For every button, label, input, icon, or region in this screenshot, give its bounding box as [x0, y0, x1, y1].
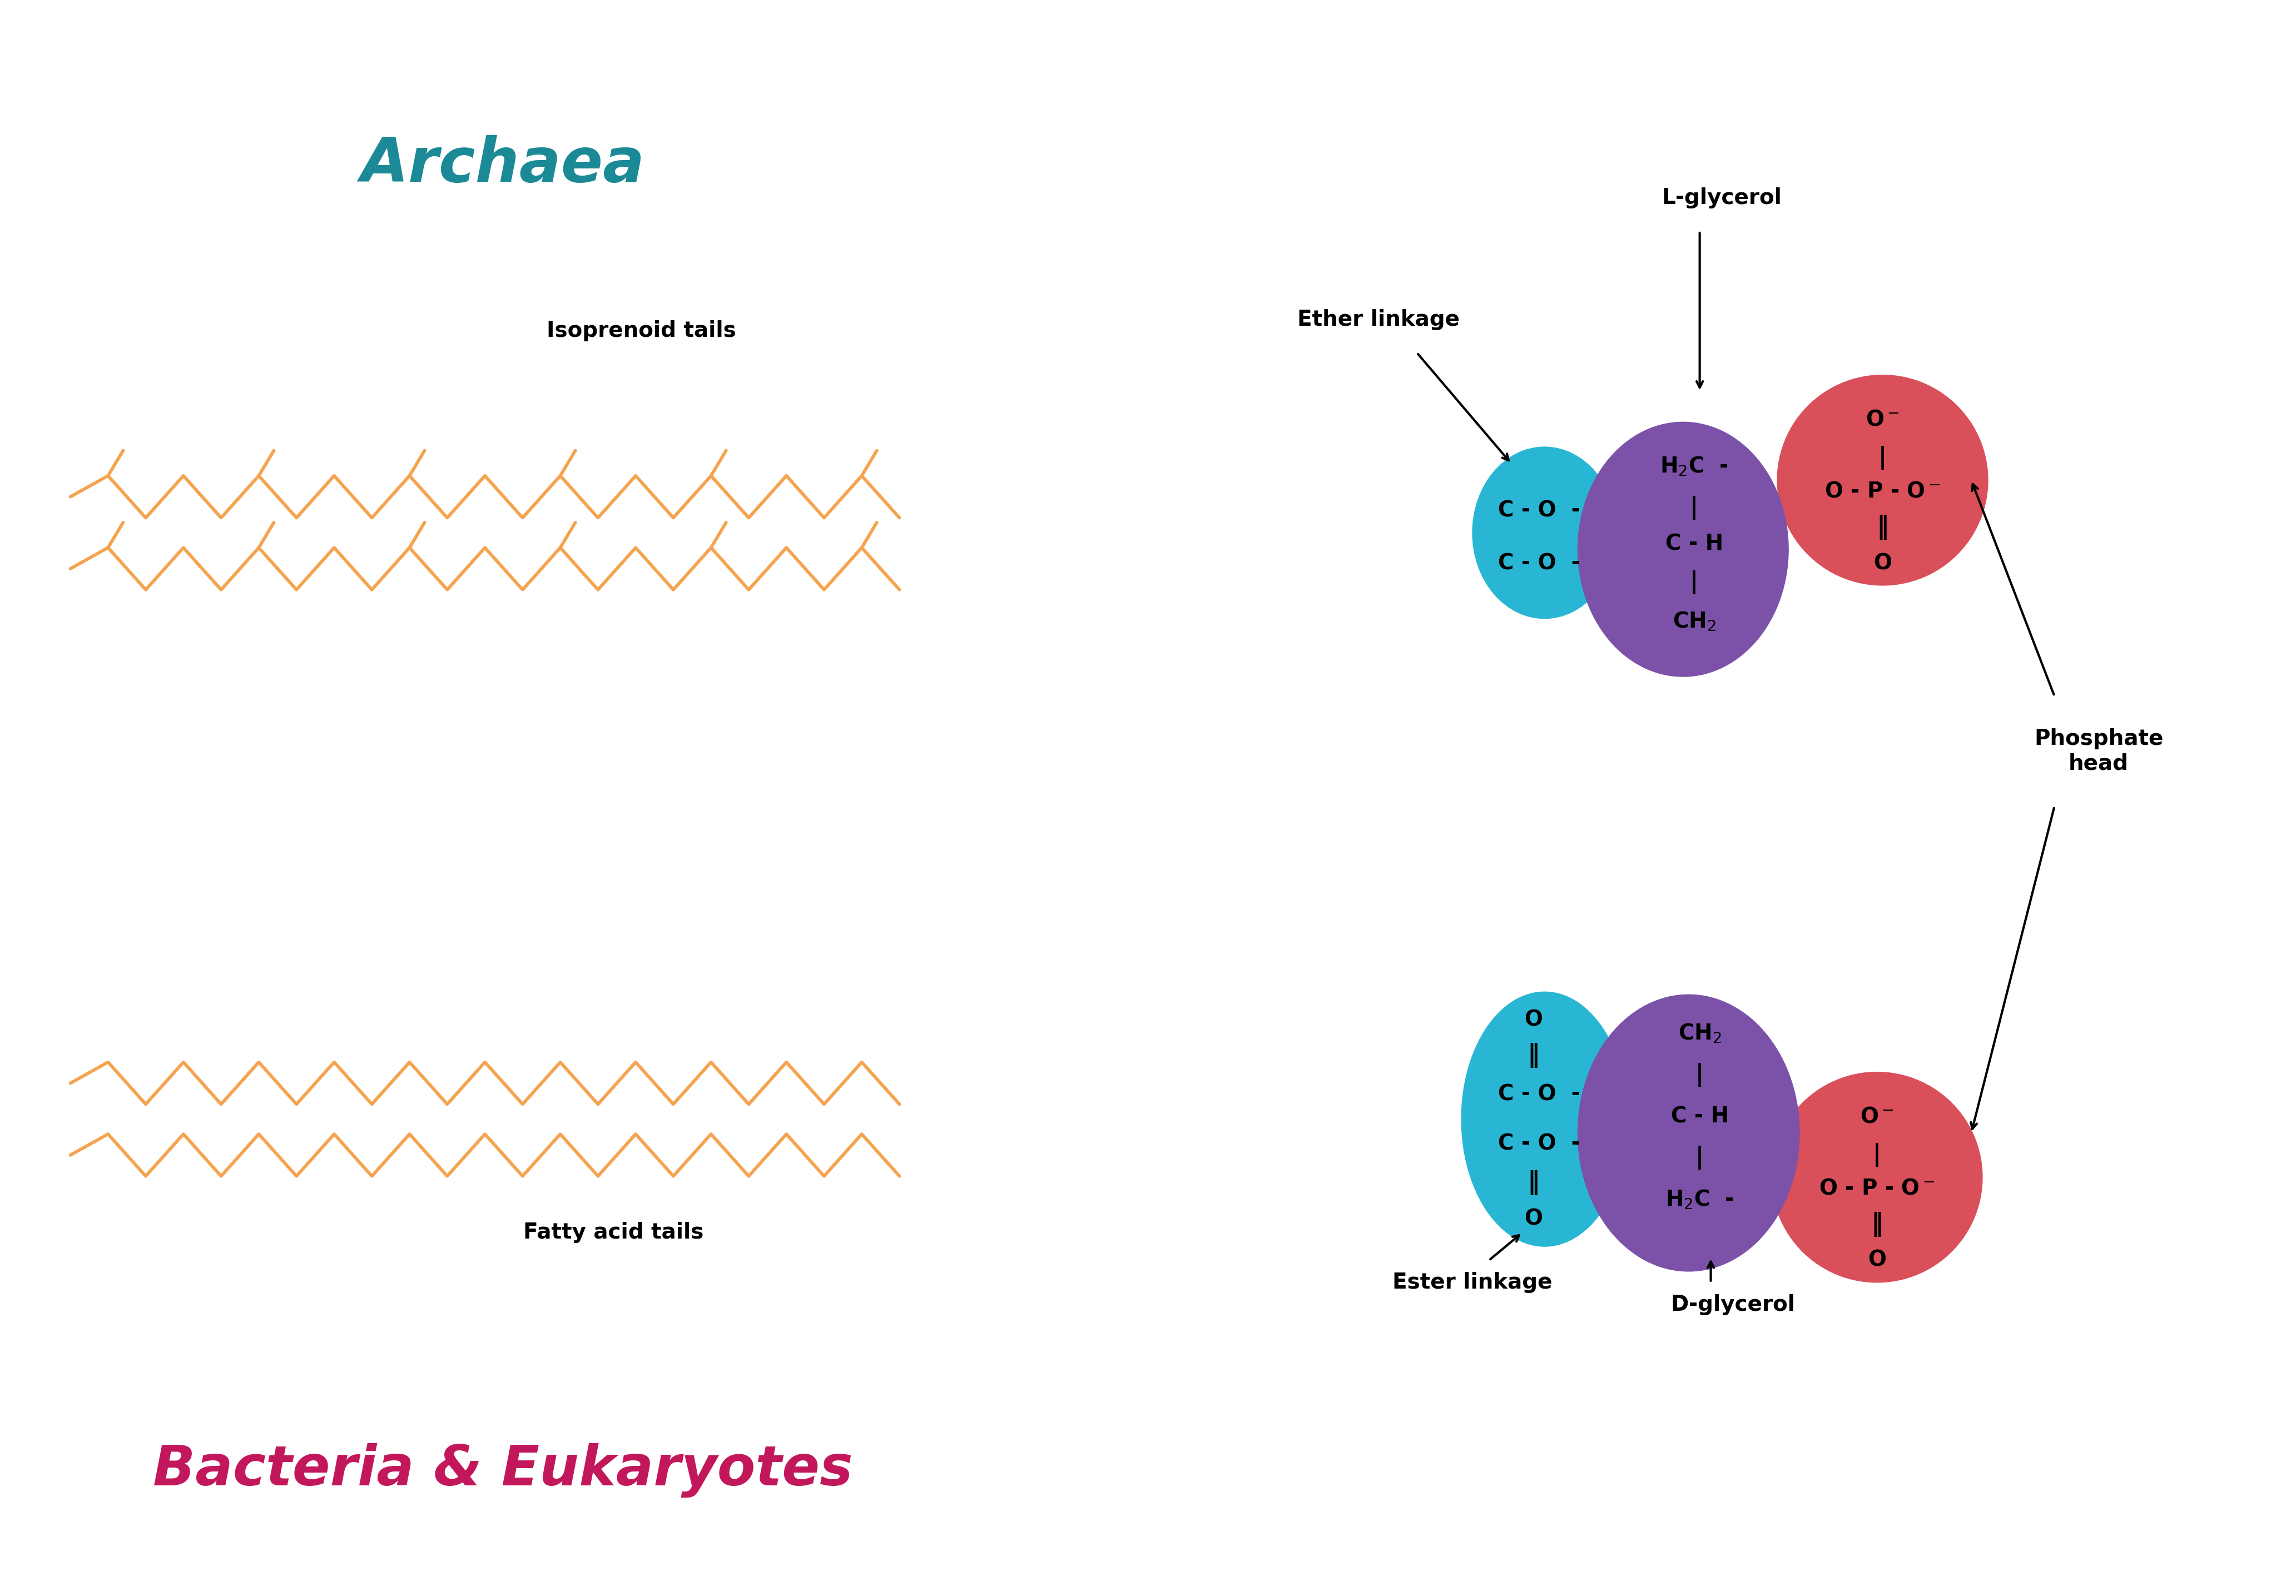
Text: O: O: [1869, 1250, 1887, 1270]
Text: H$_2$C  -: H$_2$C -: [1665, 1187, 1733, 1210]
Text: D-glycerol: D-glycerol: [1671, 1294, 1795, 1315]
Text: C - O  -: C - O -: [1497, 1084, 1580, 1104]
Text: C - H: C - H: [1671, 1106, 1729, 1127]
Text: CH$_2$: CH$_2$: [1671, 610, 1715, 632]
Text: CH$_2$: CH$_2$: [1678, 1021, 1722, 1045]
Text: C - O  -: C - O -: [1497, 500, 1580, 522]
Text: L-glycerol: L-glycerol: [1662, 187, 1782, 209]
Text: Ether linkage: Ether linkage: [1297, 310, 1460, 330]
Text: Phosphate
head: Phosphate head: [2034, 728, 2163, 774]
Text: |: |: [1694, 1063, 1704, 1087]
Text: Archaea: Archaea: [360, 136, 645, 195]
Ellipse shape: [1460, 991, 1628, 1246]
Ellipse shape: [1777, 375, 1988, 586]
Text: O: O: [1525, 1208, 1543, 1229]
Text: C - O  -: C - O -: [1497, 1133, 1580, 1154]
Text: Bacteria & Eukaryotes: Bacteria & Eukaryotes: [154, 1443, 852, 1497]
Ellipse shape: [1577, 994, 1800, 1272]
Text: O$^-$: O$^-$: [1867, 409, 1899, 429]
Text: O - P - O$^-$: O - P - O$^-$: [1825, 480, 1940, 501]
Ellipse shape: [1773, 1073, 1981, 1282]
Text: ‖: ‖: [1527, 1044, 1541, 1068]
Text: H$_2$C  -: H$_2$C -: [1660, 455, 1729, 477]
Text: ‖: ‖: [1876, 514, 1890, 539]
Text: C - H: C - H: [1665, 533, 1722, 554]
Text: O: O: [1874, 552, 1892, 573]
Text: |: |: [1690, 571, 1699, 594]
Text: O: O: [1525, 1009, 1543, 1029]
Text: ‖: ‖: [1527, 1170, 1541, 1195]
Ellipse shape: [1472, 447, 1616, 619]
Text: |: |: [1874, 1143, 1880, 1167]
Text: O - P - O$^-$: O - P - O$^-$: [1818, 1178, 1936, 1199]
Text: |: |: [1694, 1146, 1704, 1170]
Text: ‖: ‖: [1871, 1211, 1883, 1237]
Text: |: |: [1878, 447, 1887, 469]
Text: Ester linkage: Ester linkage: [1394, 1272, 1552, 1293]
Text: |: |: [1690, 496, 1699, 520]
Text: Fatty acid tails: Fatty acid tails: [523, 1223, 703, 1243]
Ellipse shape: [1577, 421, 1789, 677]
Text: C - O  -: C - O -: [1497, 552, 1580, 573]
Text: O$^-$: O$^-$: [1860, 1106, 1894, 1127]
Text: Isoprenoid tails: Isoprenoid tails: [546, 321, 737, 342]
